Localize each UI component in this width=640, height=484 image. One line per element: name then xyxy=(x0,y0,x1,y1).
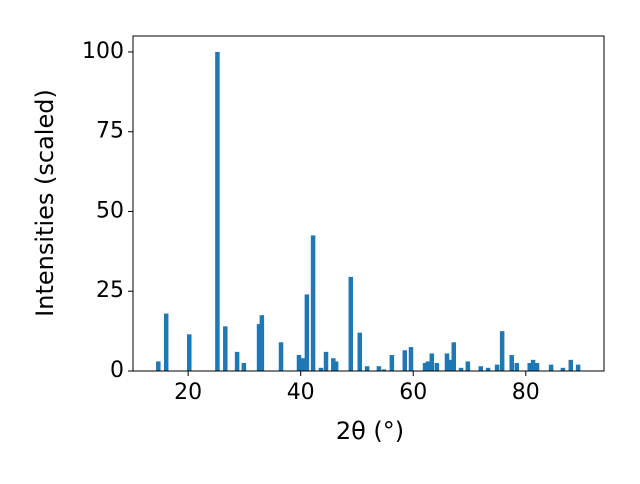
x-axis-label: 2θ (°) xyxy=(336,417,404,445)
bar xyxy=(458,367,464,371)
bar xyxy=(527,363,532,371)
bar xyxy=(357,332,363,371)
bar xyxy=(278,342,284,371)
bar xyxy=(241,363,247,371)
bar xyxy=(534,363,540,371)
x-tick-label: 60 xyxy=(399,380,427,405)
y-tick-label: 0 xyxy=(110,358,124,383)
bar xyxy=(402,350,408,371)
bar xyxy=(560,367,566,371)
y-tick-label: 50 xyxy=(96,198,124,223)
bar xyxy=(215,51,220,371)
bar xyxy=(530,359,536,371)
bar xyxy=(364,366,370,371)
bar xyxy=(234,351,240,371)
bar xyxy=(163,313,169,371)
bar xyxy=(434,363,440,371)
bar xyxy=(331,358,336,371)
bar xyxy=(429,353,435,371)
bar xyxy=(451,342,457,371)
bar xyxy=(425,361,431,371)
bar xyxy=(304,294,310,371)
bar xyxy=(259,315,265,371)
bar xyxy=(465,361,471,371)
y-tick-label: 75 xyxy=(96,119,124,144)
bar xyxy=(333,361,339,371)
bar xyxy=(478,366,484,371)
bar xyxy=(223,326,228,371)
bar xyxy=(422,363,428,371)
y-tick-label: 25 xyxy=(96,278,124,303)
bar xyxy=(310,235,316,371)
bar xyxy=(499,331,505,371)
bar xyxy=(348,276,354,371)
bar xyxy=(323,351,329,371)
y-tick-label: 100 xyxy=(82,39,124,64)
x-tick-label: 80 xyxy=(512,380,540,405)
x-tick-label: 40 xyxy=(287,380,315,405)
y-axis-label: Intensities (scaled) xyxy=(31,89,59,317)
bar xyxy=(485,367,491,371)
bar xyxy=(187,334,192,371)
bar xyxy=(448,359,454,371)
bar xyxy=(408,347,414,371)
bar xyxy=(575,364,581,371)
bar xyxy=(444,353,450,371)
bar xyxy=(318,367,324,371)
bar xyxy=(389,355,395,371)
x-tick-label: 20 xyxy=(174,380,202,405)
plot-frame xyxy=(132,35,605,372)
bar xyxy=(296,355,302,371)
bar xyxy=(514,363,520,371)
bar xyxy=(300,358,306,371)
bar xyxy=(548,364,554,371)
bar xyxy=(256,324,262,371)
bar xyxy=(381,369,387,371)
bar xyxy=(509,355,514,371)
bar xyxy=(568,359,574,371)
bar xyxy=(376,366,382,371)
bar xyxy=(494,364,500,371)
bar xyxy=(156,361,161,371)
